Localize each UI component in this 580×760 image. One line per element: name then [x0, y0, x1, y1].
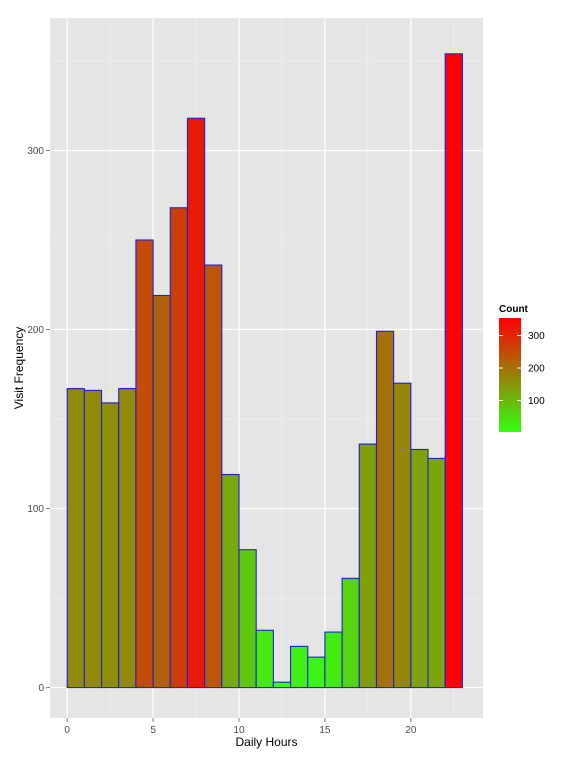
bar-hour-7: [186, 117, 206, 689]
bar-hour-1: [83, 389, 103, 689]
x-tick-label: 0: [64, 725, 70, 736]
bar-hour-3: [118, 388, 137, 689]
x-axis-ticks: 0 5 10 15 20: [64, 718, 417, 736]
bar-hour-21: [427, 457, 446, 689]
bar-hour-2: [100, 402, 120, 689]
legend-ticks: 100 200 300: [499, 331, 545, 407]
bar-hour-6: [169, 207, 189, 689]
y-tick-label: 300: [27, 146, 44, 157]
bar-hour-17: [358, 443, 378, 689]
legend: Count 100 200 300: [499, 304, 545, 432]
bar-hour-19: [393, 382, 412, 689]
x-tick-label: 10: [233, 725, 245, 736]
bar-hour-11: [255, 629, 274, 689]
legend-tick-label: 100: [528, 396, 545, 407]
y-axis-ticks: 0 100 200 300: [27, 146, 50, 694]
x-tick-label: 15: [319, 725, 331, 736]
bar-hour-22: [444, 53, 463, 689]
bar-hour-4: [135, 239, 154, 689]
y-tick-label: 0: [38, 683, 44, 694]
x-tick-label: 5: [150, 725, 156, 736]
x-tick-label: 20: [405, 725, 417, 736]
bar-hour-20: [410, 448, 429, 689]
bar-hour-13: [290, 645, 309, 689]
y-axis-label: Visit Frequency: [12, 327, 26, 409]
bar-hour-8: [204, 264, 223, 689]
bar-hour-10: [238, 549, 257, 689]
bar-hour-9: [221, 473, 240, 689]
bar-hour-12: [272, 681, 292, 689]
bar-hour-14: [307, 656, 326, 689]
bar-hour-0: [66, 388, 85, 689]
y-tick-label: 100: [27, 504, 44, 515]
bar-hour-5: [152, 294, 171, 689]
bar-hour-18: [375, 330, 395, 689]
x-axis-label: Daily Hours: [235, 735, 297, 749]
bars: [66, 53, 463, 689]
legend-title: Count: [499, 304, 529, 315]
legend-tick-label: 300: [528, 331, 545, 342]
bar-hour-15: [324, 631, 343, 689]
legend-colorbar: [499, 318, 521, 432]
bar-hour-16: [341, 577, 360, 689]
y-tick-label: 200: [27, 325, 44, 336]
legend-tick-label: 200: [528, 364, 545, 375]
